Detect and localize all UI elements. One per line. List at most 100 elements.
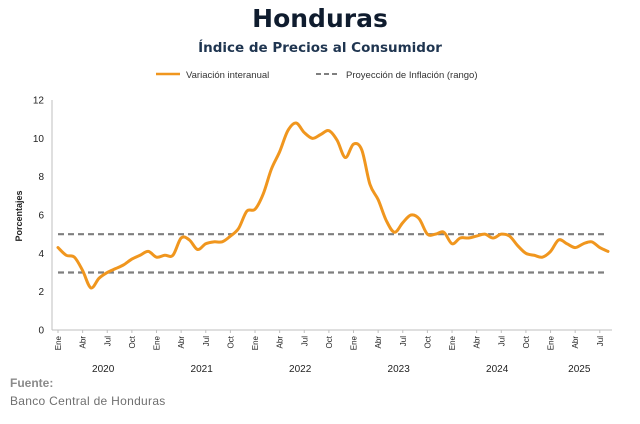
x-tick-label: Jul [202,336,211,346]
x-tick-label: Jul [103,336,112,346]
data-point [254,208,256,210]
data-point [246,210,248,212]
data-point [402,222,404,224]
data-point [328,130,330,132]
data-point [590,241,593,243]
data-point [599,246,601,249]
data-point [221,241,223,243]
data-point [213,241,215,243]
source-text: Banco Central de Honduras [10,394,166,408]
data-point [123,264,125,266]
year-label: 2025 [568,364,591,375]
data-point [459,237,461,239]
y-axis-label: Porcentajes [14,190,24,241]
y-tick-label: 12 [33,96,45,107]
data-point [435,233,437,235]
y-tick-label: 0 [38,326,44,337]
x-tick-label: Abr [177,336,186,349]
x-tick-label: Ene [153,335,162,350]
x-tick-label: Ene [547,335,556,350]
data-point [90,287,92,289]
chart-subtitle: Índice de Precios al Consumidor [198,40,442,56]
projection-band [58,233,608,274]
legend-label-proyeccion: Proyección de Inflación (rango) [346,70,478,81]
x-tick-label: Abr [374,336,383,349]
x-tick-label: Oct [522,335,531,348]
year-label: 2024 [486,364,509,375]
data-point [443,231,445,233]
data-point [426,233,428,235]
x-tick-label: Jul [399,336,408,346]
data-point [451,243,453,245]
data-point [155,256,158,258]
legend: Variación interanual Proyección de Infla… [156,70,478,81]
year-label: 2023 [388,364,411,375]
x-tick-label: Abr [79,336,88,349]
data-point [131,258,133,260]
data-point [607,250,609,253]
data-point [336,139,338,141]
data-point [525,252,527,254]
data-point [270,168,273,170]
data-point [352,143,355,145]
data-point [205,243,207,245]
data-point [476,235,478,237]
chart-title: Honduras [252,4,388,33]
data-point [73,256,76,258]
data-point [295,122,297,124]
year-label: 2021 [191,364,214,375]
data-point [82,269,84,272]
y-tick-labels: 0 2 4 6 8 10 12 [33,96,45,337]
x-tick-label: Ene [350,335,359,350]
data-point [262,193,264,195]
data-point [303,131,305,134]
x-tick-label: Jul [596,336,605,346]
series-group [56,121,610,290]
x-tick-label: Jul [497,336,506,346]
x-tick-label: Abr [571,336,580,349]
x-tick-label: Jul [300,336,309,346]
data-point [377,199,379,201]
y-tick-label: 6 [38,211,44,222]
data-point [467,237,470,239]
data-point [320,133,322,136]
data-point [287,130,289,132]
data-point [180,237,182,239]
data-point [541,256,543,258]
x-tick-label: Ene [448,335,457,350]
data-point [65,254,67,256]
data-point [533,254,535,256]
data-point [106,271,108,274]
data-point [500,233,502,235]
y-tick-label: 2 [38,287,44,298]
x-tick-label: Oct [423,335,432,348]
data-point [517,245,519,247]
y-tick-label: 4 [38,249,44,260]
data-point [393,231,396,233]
data-point [279,151,281,153]
data-point [574,246,576,249]
series-line-variacion [56,121,610,290]
x-tick-label: Ene [251,335,260,350]
year-label: 2020 [92,364,115,375]
data-point [196,248,199,251]
data-point [385,220,387,222]
x-tick-labels: Ene Abr Jul Oct Ene Abr Jul Oct Ene Abr Jul Oct Ene A… [54,330,605,350]
data-point [188,239,190,241]
x-tick-label: Abr [473,336,482,349]
data-point [311,137,314,139]
x-tick-label: Oct [226,335,235,348]
data-point [582,243,584,245]
data-point [57,246,59,249]
legend-label-variacion: Variación interanual [186,70,269,81]
data-point [98,277,100,279]
data-point [172,254,174,256]
data-point [484,233,486,235]
data-point [369,183,371,185]
data-point [139,254,141,256]
year-labels: 2020 2021 2022 2023 2024 2025 [92,364,591,375]
data-point [558,239,560,241]
data-point [549,250,552,253]
data-point [492,237,494,239]
